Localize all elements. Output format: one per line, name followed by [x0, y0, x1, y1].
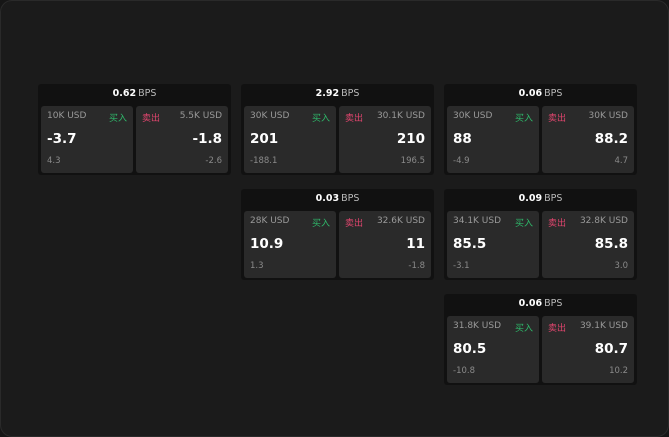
quote-widget: 0.62 BPS 10K USD 买入 -3.7 4.3 卖出 5.5K USD -1… [38, 84, 231, 175]
sell-cell[interactable]: 卖出 32.8K USD 85.8 3.0 [542, 211, 634, 278]
buy-cell[interactable]: 34.1K USD 买入 85.5 -3.1 [447, 211, 539, 278]
buy-price: 80.5 [453, 341, 487, 357]
sell-change: 3.0 [614, 261, 628, 271]
buy-change: -3.1 [453, 261, 470, 271]
sell-price: 210 [396, 131, 425, 147]
spread-value: 2.92 [315, 88, 340, 99]
buy-price: 85.5 [453, 236, 487, 252]
sell-size: 32.6K USD [376, 216, 425, 226]
quote-widget: 0.06 BPS 30K USD 买入 88 -4.9 卖出 30K USD 88.2… [444, 84, 637, 175]
buy-cell[interactable]: 30K USD 买入 201 -188.1 [244, 106, 336, 173]
buy-label: 买入 [311, 114, 330, 124]
buy-cell[interactable]: 28K USD 买入 10.9 1.3 [244, 211, 336, 278]
spread-header: 0.09 BPS [444, 189, 637, 209]
buy-size: 30K USD [250, 111, 290, 121]
spread-value: 0.06 [518, 298, 543, 309]
spread-value: 0.06 [518, 88, 543, 99]
spread-value: 0.03 [315, 193, 340, 204]
sell-change: -1.8 [408, 261, 425, 271]
sell-price: 88.2 [594, 131, 628, 147]
spread-value: 0.09 [518, 193, 543, 204]
buy-cell[interactable]: 10K USD 买入 -3.7 4.3 [41, 106, 133, 173]
buy-size: 31.8K USD [453, 321, 502, 331]
buy-label: 买入 [514, 114, 533, 124]
sell-size: 32.8K USD [579, 216, 628, 226]
spread-unit: BPS [138, 88, 157, 99]
quote-widget: 0.03 BPS 28K USD 买入 10.9 1.3 卖出 32.6K USD 1… [241, 189, 434, 280]
buy-change: -4.9 [453, 156, 470, 166]
sell-price: 85.8 [594, 236, 628, 252]
spread-unit: BPS [341, 193, 360, 204]
spread-unit: BPS [544, 88, 563, 99]
sell-size: 30.1K USD [376, 111, 425, 121]
sell-cell[interactable]: 卖出 32.6K USD 11 -1.8 [339, 211, 431, 278]
buy-label: 买入 [108, 114, 127, 124]
buy-change: 1.3 [250, 261, 264, 271]
sell-cell[interactable]: 卖出 5.5K USD -1.8 -2.6 [136, 106, 228, 173]
spread-unit: BPS [544, 193, 563, 204]
sell-label: 卖出 [548, 324, 567, 334]
sell-cell[interactable]: 卖出 30K USD 88.2 4.7 [542, 106, 634, 173]
buy-price: 10.9 [250, 236, 284, 252]
buy-label: 买入 [514, 219, 533, 229]
spread-header: 0.62 BPS [38, 84, 231, 104]
spread-header: 0.06 BPS [444, 84, 637, 104]
sell-price: 80.7 [594, 341, 628, 357]
buy-size: 10K USD [47, 111, 87, 121]
spread-value: 0.62 [112, 88, 137, 99]
quote-widget: 0.06 BPS 31.8K USD 买入 80.5 -10.8 卖出 39.1K U… [444, 294, 637, 385]
buy-size: 30K USD [453, 111, 493, 121]
buy-price: -3.7 [47, 131, 77, 147]
buy-cell[interactable]: 31.8K USD 买入 80.5 -10.8 [447, 316, 539, 383]
buy-size: 34.1K USD [453, 216, 502, 226]
spread-unit: BPS [544, 298, 563, 309]
sell-label: 卖出 [345, 114, 364, 124]
sell-label: 卖出 [345, 219, 364, 229]
buy-change: 4.3 [47, 156, 61, 166]
sell-change: 10.2 [609, 366, 628, 376]
sell-price: -1.8 [192, 131, 222, 147]
sell-label: 卖出 [142, 114, 161, 124]
sell-change: -2.6 [205, 156, 222, 166]
sell-cell[interactable]: 卖出 30.1K USD 210 196.5 [339, 106, 431, 173]
buy-size: 28K USD [250, 216, 290, 226]
sell-size: 39.1K USD [579, 321, 628, 331]
sell-change: 4.7 [614, 156, 628, 166]
sell-change: 196.5 [400, 156, 425, 166]
buy-price: 88 [453, 131, 472, 147]
spread-header: 0.03 BPS [241, 189, 434, 209]
sell-label: 卖出 [548, 219, 567, 229]
sell-size: 5.5K USD [179, 111, 222, 121]
quote-widget: 2.92 BPS 30K USD 买入 201 -188.1 卖出 30.1K USD… [241, 84, 434, 175]
spread-header: 2.92 BPS [241, 84, 434, 104]
sell-label: 卖出 [548, 114, 567, 124]
buy-change: -188.1 [250, 156, 278, 166]
buy-price: 201 [250, 131, 279, 147]
buy-change: -10.8 [453, 366, 475, 376]
quote-widget: 0.09 BPS 34.1K USD 买入 85.5 -3.1 卖出 32.8K US… [444, 189, 637, 280]
sell-size: 30K USD [588, 111, 628, 121]
buy-cell[interactable]: 30K USD 买入 88 -4.9 [447, 106, 539, 173]
sell-price: 11 [406, 236, 425, 252]
spread-header: 0.06 BPS [444, 294, 637, 314]
spread-unit: BPS [341, 88, 360, 99]
buy-label: 买入 [311, 219, 330, 229]
sell-cell[interactable]: 卖出 39.1K USD 80.7 10.2 [542, 316, 634, 383]
buy-label: 买入 [514, 324, 533, 334]
